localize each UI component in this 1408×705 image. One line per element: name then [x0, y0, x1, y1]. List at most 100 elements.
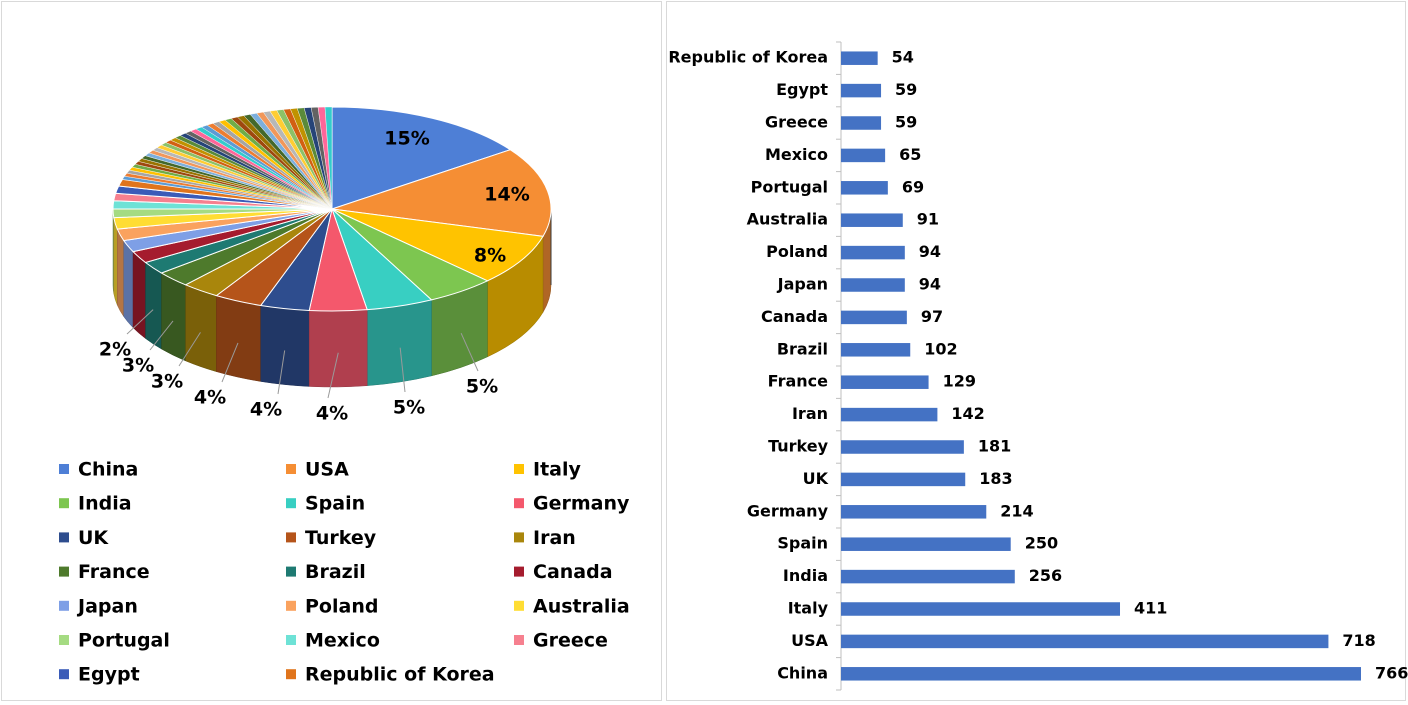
- bar-japan: [841, 278, 905, 292]
- pie-side-france: [161, 272, 186, 362]
- legend-label-china: China: [78, 459, 138, 481]
- legend-item-canada: Canada: [514, 561, 613, 583]
- legend-item-japan: Japan: [59, 595, 138, 617]
- legend-label-japan: Japan: [76, 595, 138, 617]
- legend-label-mexico: Mexico: [305, 630, 380, 652]
- value-label-turkey: 181: [978, 437, 1011, 456]
- legend-swatch-mexico: [286, 635, 296, 645]
- pie-label-spain: 5%: [393, 397, 425, 419]
- pie-side-canada: [132, 251, 146, 339]
- pie-side-brazil: [145, 261, 162, 350]
- pie-label-usa: 14%: [484, 184, 529, 206]
- pie-chart-panel: 15% 14% 8% 5% 5% 4% 4% 4% 3% 3% 2% China USA Italy Ind…: [1, 1, 662, 701]
- value-label-republic-of-korea: 54: [892, 48, 914, 67]
- pie-data-labels: 15%14%8%5%5%4%4%4%3%3%2%: [99, 128, 530, 425]
- legend-swatch-poland: [286, 600, 296, 611]
- category-label-france: France: [768, 372, 828, 391]
- legend-item-mexico: Mexico: [286, 630, 380, 652]
- legend-swatch-usa: [286, 464, 296, 474]
- legend-swatch-greece: [514, 635, 524, 645]
- value-label-uk: 183: [979, 469, 1012, 488]
- value-label-india: 256: [1029, 566, 1062, 585]
- pie-side-uk: [260, 305, 310, 387]
- legend-item-republic-of-korea: Republic of Korea: [286, 664, 495, 686]
- value-label-usa: 718: [1342, 631, 1375, 650]
- leader-line-iran: [178, 332, 201, 367]
- bar-india: [841, 569, 1015, 584]
- legend-label-poland: Poland: [305, 595, 378, 617]
- value-label-mexico: 65: [899, 145, 921, 164]
- pie-side-japan: [123, 239, 134, 329]
- category-label-uk: UK: [803, 469, 829, 488]
- legend-swatch-india: [59, 498, 69, 509]
- category-label-spain: Spain: [777, 534, 828, 553]
- leader-line-spain: [399, 347, 406, 393]
- legend-label-france: France: [78, 561, 150, 583]
- bar-germany: [841, 505, 987, 519]
- category-label-greece: Greece: [765, 113, 828, 132]
- category-label-canada: Canada: [761, 307, 828, 326]
- pie-slice-china: [331, 106, 512, 210]
- bar-chart-panel: Republic of Korea Egypt Greece Mexico Portug…: [666, 1, 1408, 701]
- pie-label-china: 15%: [384, 128, 429, 150]
- value-label-greece: 59: [895, 113, 917, 132]
- bar-china: [841, 667, 1361, 681]
- legend-swatch-turkey: [286, 532, 296, 543]
- legend-label-egypt: Egypt: [78, 664, 140, 686]
- legend-swatch-china: [59, 464, 69, 474]
- legend-label-portugal: Portugal: [78, 630, 170, 652]
- category-label-turkey: Turkey: [768, 437, 829, 456]
- legend-swatch-france: [59, 566, 69, 577]
- legend-label-spain: Spain: [305, 493, 365, 515]
- pie-side-australia: [113, 217, 118, 306]
- value-label-japan: 94: [919, 275, 941, 294]
- leader-line-turkey: [221, 342, 239, 383]
- leader-line-france: [149, 320, 174, 351]
- legend-item-portugal: Portugal: [59, 630, 170, 652]
- legend-label-republic-of-korea: Republic of Korea: [305, 664, 495, 686]
- category-label-italy: Italy: [788, 599, 829, 618]
- pie-label-iran: 3%: [151, 371, 183, 393]
- legend-swatch-egypt: [59, 669, 69, 680]
- pie-label-uk: 4%: [250, 399, 282, 421]
- category-label-china: China: [777, 663, 828, 682]
- legend-swatch-germany: [514, 498, 524, 509]
- category-label-germany: Germany: [747, 501, 829, 520]
- pie-chart: 15%14%8%5%5%4%4%4%3%3%2%China USA ItalyInd…: [59, 106, 630, 686]
- category-label-iran: Iran: [792, 404, 828, 423]
- bar-iran: [841, 407, 938, 422]
- bar-canada: [841, 310, 907, 325]
- legend-label-iran: Iran: [533, 527, 576, 549]
- pie-side-turkey: [216, 295, 261, 382]
- category-label-brazil: Brazil: [777, 339, 828, 358]
- pie-label-italy: 8%: [474, 245, 506, 267]
- bar-series: [841, 51, 1361, 681]
- legend-item-greece: Greece: [514, 630, 608, 652]
- bar-spain: [841, 537, 1011, 551]
- bar-portugal: [841, 181, 888, 195]
- value-label-poland: 94: [919, 242, 941, 261]
- bar-egypt: [841, 83, 882, 98]
- legend-item-china: China: [59, 459, 138, 481]
- pie-side-germany: [308, 309, 368, 388]
- pie-slice-italy: [331, 208, 544, 282]
- pie-slice-other-40: [324, 106, 333, 210]
- value-label-australia: 91: [917, 210, 939, 229]
- legend-label-brazil: Brazil: [305, 561, 366, 583]
- legend-item-germany: Germany: [514, 493, 630, 515]
- legend-item-india: India: [59, 493, 132, 515]
- bar-italy: [841, 602, 1121, 616]
- legend-label-turkey: Turkey: [305, 527, 377, 549]
- legend-item-uk: UK: [59, 527, 109, 549]
- leader-line-india: [460, 332, 479, 372]
- legend-item-spain: Spain: [286, 493, 365, 515]
- category-label-usa: USA: [791, 631, 829, 650]
- legend-item-poland: Poland: [286, 595, 378, 617]
- value-label-egypt: 59: [895, 80, 917, 99]
- value-label-canada: 97: [921, 307, 943, 326]
- pie-side-poland: [117, 228, 125, 318]
- category-label-mexico: Mexico: [765, 145, 828, 164]
- pie-label-india: 5%: [466, 376, 498, 398]
- legend-swatch-uk: [59, 532, 69, 543]
- value-label-france: 129: [943, 372, 976, 391]
